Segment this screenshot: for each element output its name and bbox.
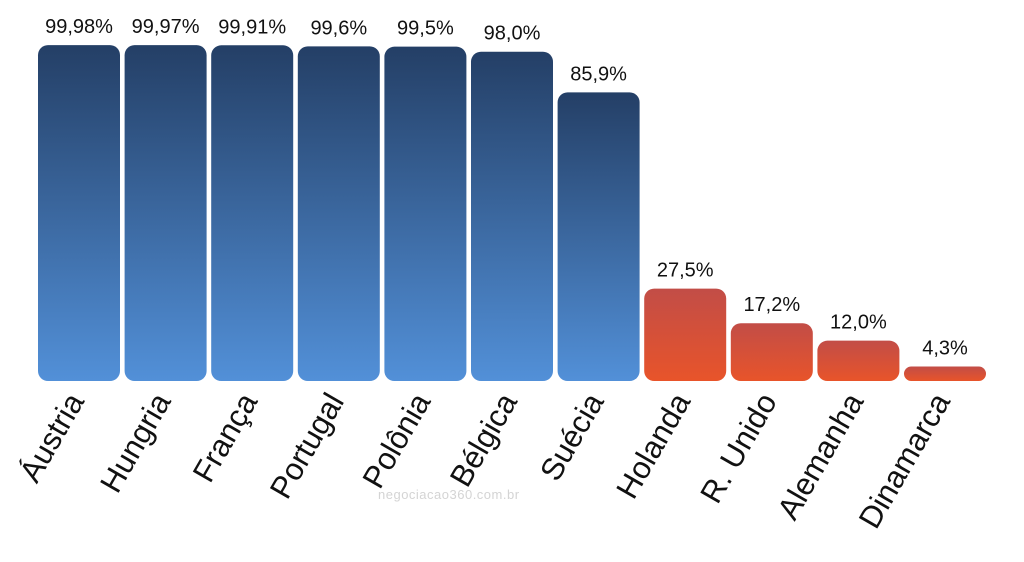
category-label-portugal: Portugal — [263, 387, 351, 504]
category-label-franca: França — [186, 386, 265, 488]
category-label-r-unido: R. Unido — [693, 387, 784, 509]
bar-dinamarca — [904, 366, 986, 381]
value-label-r-unido: 17,2% — [743, 294, 800, 316]
category-label-suecia: Suécia — [533, 386, 611, 486]
value-labels-group: 99,98% 99,97% 99,91% 99,6% 99,5% 98,0% 85,9% 27… — [45, 16, 968, 359]
value-label-dinamarca: 4,3% — [922, 338, 968, 360]
category-label-belgica: Bélgica — [443, 386, 525, 492]
value-label-suecia: 85,9% — [570, 63, 627, 85]
bar-r-unido — [730, 323, 813, 381]
bar-suecia — [557, 92, 640, 381]
value-label-holanda: 27,5% — [657, 260, 714, 282]
bar-portugal — [297, 46, 380, 382]
bar-belgica — [471, 51, 553, 381]
category-label-hungria: Hungria — [93, 386, 178, 498]
category-label-austria: Áustria — [13, 386, 92, 488]
bar-hungria — [124, 45, 207, 381]
bar-austria — [38, 45, 120, 381]
value-label-polonia: 99,5% — [397, 18, 454, 40]
value-label-alemanha: 12,0% — [830, 312, 887, 334]
category-label-polonia: Polônia — [355, 386, 437, 494]
bar-franca — [211, 45, 294, 381]
bars-group — [38, 45, 986, 382]
value-label-hungria: 99,97% — [132, 16, 200, 38]
value-label-belgica: 98,0% — [484, 23, 541, 45]
bar-alemanha — [817, 340, 900, 381]
bar-holanda — [644, 288, 727, 381]
value-label-austria: 99,98% — [45, 16, 113, 38]
category-label-alemanha: Alemanha — [770, 386, 870, 525]
category-label-holanda: Holanda — [609, 386, 697, 504]
value-label-portugal: 99,6% — [310, 17, 367, 39]
value-label-franca: 99,91% — [218, 16, 286, 38]
watermark-text: negociacao360.com.br — [378, 487, 520, 502]
bar-polonia — [384, 46, 467, 382]
